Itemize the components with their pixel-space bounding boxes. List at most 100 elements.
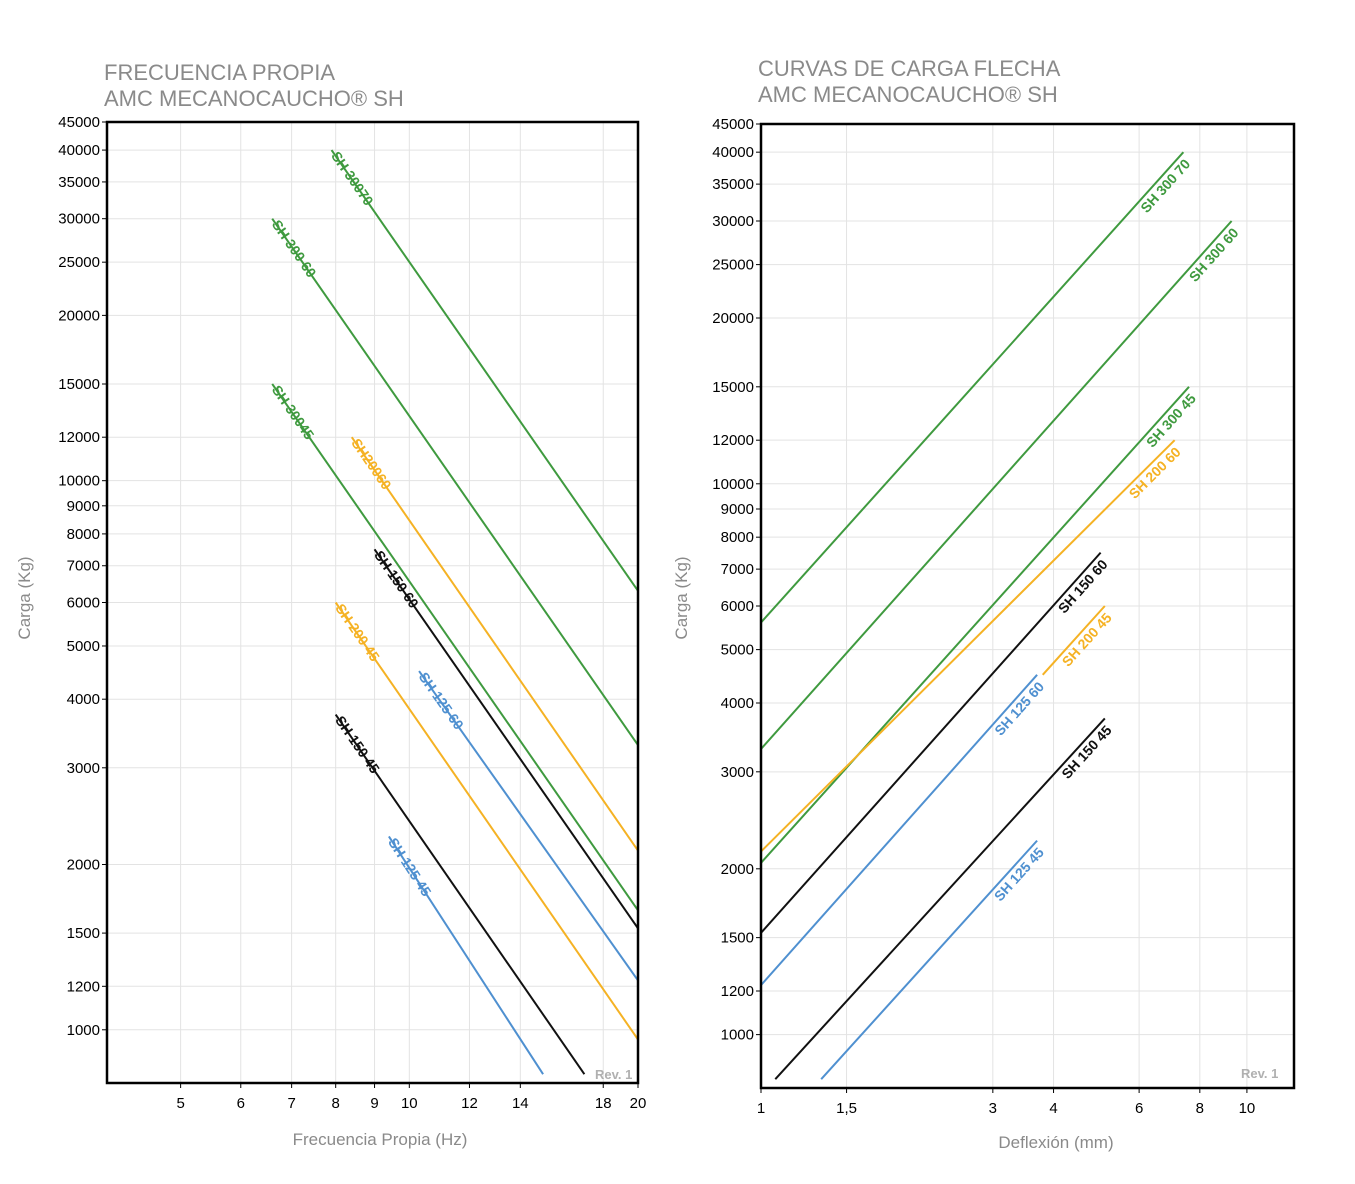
y-tick-label: 40000 — [712, 144, 754, 161]
y-tick-label: 25000 — [712, 257, 754, 274]
series-line — [1041, 605, 1106, 676]
series-label: SH 200 45 — [1059, 609, 1115, 669]
series-label: SH 300 45 — [1143, 390, 1199, 450]
x-axis-label: Deflexión (mm) — [998, 1133, 1113, 1152]
y-tick-label: 45000 — [712, 116, 754, 133]
x-tick-label: 9 — [370, 1095, 378, 1112]
revision-note: Rev. 1 — [1241, 1066, 1278, 1081]
x-tick-label: 8 — [1196, 1100, 1204, 1117]
y-tick-label: 9000 — [67, 498, 100, 515]
series-line — [418, 670, 639, 981]
y-tick-label: 3000 — [721, 764, 754, 781]
y-tick-label: 12000 — [58, 429, 100, 446]
y-tick-label: 1500 — [721, 930, 754, 947]
x-tick-label: 18 — [595, 1095, 612, 1112]
series-line — [820, 839, 1038, 1080]
y-tick-label: 1200 — [67, 978, 100, 995]
y-tick-label: 4000 — [67, 691, 100, 708]
series-label: SH20060 — [348, 435, 395, 492]
series-label: SH 300 60 — [269, 217, 320, 281]
series-line — [373, 548, 639, 929]
series-label: SH 125 60 — [416, 669, 467, 732]
y-tick-label: 12000 — [712, 432, 754, 449]
x-tick-label: 14 — [512, 1095, 529, 1112]
y-tick-label: 1000 — [67, 1022, 100, 1039]
y-tick-label: 6000 — [721, 598, 754, 615]
x-tick-label: 4 — [1049, 1100, 1057, 1117]
y-tick-label: 8000 — [721, 529, 754, 546]
series-label: SH 300 70 — [1137, 156, 1193, 216]
x-tick-label: 10 — [1239, 1100, 1256, 1117]
y-tick-label: 45000 — [58, 114, 100, 131]
y-tick-label: 5000 — [721, 642, 754, 659]
series-label: SH 150 45 — [332, 713, 383, 777]
y-tick-label: 7000 — [721, 561, 754, 578]
x-tick-label: 1,5 — [836, 1100, 857, 1117]
x-tick-label: 5 — [176, 1095, 184, 1112]
series-line — [774, 717, 1106, 1080]
chart-title-carga-flecha: CURVAS DE CARGA FLECHA AMC MECANOCAUCHO®… — [758, 56, 1060, 108]
y-tick-label: 35000 — [712, 176, 754, 193]
y-tick-label: 1000 — [721, 1027, 754, 1044]
x-tick-label: 10 — [401, 1095, 418, 1112]
x-tick-label: 7 — [287, 1095, 295, 1112]
title-line-2: AMC MECANOCAUCHO® SH — [758, 82, 1058, 107]
series-line — [388, 835, 544, 1075]
x-tick-label: 3 — [989, 1100, 997, 1117]
series-line — [350, 436, 639, 852]
series-line — [760, 151, 1185, 624]
series-label: SH 30045 — [269, 382, 318, 442]
y-tick-label: 10000 — [712, 476, 754, 493]
x-axis-label: Frecuencia Propia (Hz) — [293, 1130, 468, 1149]
y-tick-label: 15000 — [712, 379, 754, 396]
series-line — [760, 551, 1102, 934]
y-axis-label: Carga (Kg) — [15, 556, 34, 639]
series-label: SH 150 45 — [1058, 722, 1115, 782]
y-tick-label: 5000 — [67, 638, 100, 655]
chart-title-frecuencia: FRECUENCIA PROPIA AMC MECANOCAUCHO® SH — [104, 60, 404, 112]
series-label: SH 125 60 — [991, 678, 1047, 738]
series-label: SH 200 60 — [1126, 444, 1184, 502]
y-tick-label: 20000 — [58, 307, 100, 324]
y-tick-label: 10000 — [58, 473, 100, 490]
series-line — [760, 220, 1233, 750]
y-tick-label: 7000 — [67, 558, 100, 575]
x-tick-label: 6 — [1135, 1100, 1143, 1117]
y-tick-label: 2000 — [721, 861, 754, 878]
y-axis-label: Carga (Kg) — [672, 556, 691, 639]
y-tick-label: 3000 — [67, 760, 100, 777]
series-line — [271, 383, 639, 911]
series-label: SH 200 45 — [332, 601, 383, 665]
y-tick-label: 2000 — [67, 856, 100, 873]
y-tick-label: 1500 — [67, 925, 100, 942]
y-tick-label: 35000 — [58, 174, 100, 191]
y-tick-label: 4000 — [721, 695, 754, 712]
y-tick-label: 8000 — [67, 526, 100, 543]
series-line — [760, 386, 1190, 864]
title-line-1: FRECUENCIA PROPIA — [104, 60, 336, 85]
x-tick-label: 8 — [332, 1095, 340, 1112]
y-tick-label: 40000 — [58, 142, 100, 159]
series-label: SH 125 45 — [385, 835, 435, 899]
series-label: SH 300 60 — [1186, 225, 1242, 285]
series-line — [760, 674, 1038, 986]
y-tick-label: 15000 — [58, 376, 100, 393]
x-tick-label: 6 — [237, 1095, 245, 1112]
title-line-2: AMC MECANOCAUCHO® SH — [104, 86, 404, 111]
series-line — [271, 218, 639, 746]
x-tick-label: 20 — [630, 1095, 647, 1112]
y-tick-label: 6000 — [67, 595, 100, 612]
y-tick-label: 30000 — [712, 213, 754, 230]
y-tick-label: 25000 — [58, 254, 100, 271]
series-label: SH 150 60 — [371, 547, 422, 611]
revision-note: Rev. 1 — [595, 1067, 632, 1082]
series-line — [760, 439, 1176, 853]
y-tick-label: 20000 — [712, 310, 754, 327]
x-tick-label: 1 — [757, 1100, 765, 1117]
y-tick-label: 1200 — [721, 983, 754, 1000]
y-tick-label: 9000 — [721, 501, 754, 518]
series-line — [330, 149, 639, 592]
x-tick-label: 12 — [461, 1095, 478, 1112]
